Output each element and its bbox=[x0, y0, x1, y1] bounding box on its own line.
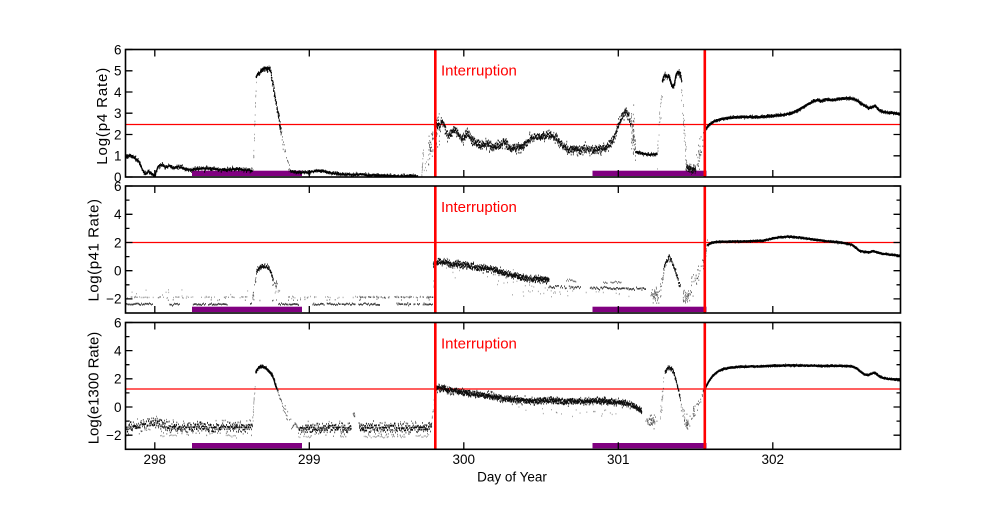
svg-text:0: 0 bbox=[114, 264, 122, 279]
svg-text:301: 301 bbox=[607, 452, 630, 467]
svg-text:Day of Year: Day of Year bbox=[477, 470, 547, 485]
svg-text:299: 299 bbox=[298, 452, 321, 467]
svg-text:6: 6 bbox=[114, 179, 122, 194]
svg-text:3: 3 bbox=[114, 106, 122, 121]
svg-text:300: 300 bbox=[453, 452, 476, 467]
svg-text:302: 302 bbox=[762, 452, 785, 467]
svg-text:2: 2 bbox=[114, 372, 122, 387]
svg-text:0: 0 bbox=[114, 400, 122, 415]
svg-text:4: 4 bbox=[114, 85, 122, 100]
svg-text:−2: −2 bbox=[106, 428, 121, 443]
svg-text:4: 4 bbox=[114, 207, 122, 222]
svg-text:298: 298 bbox=[144, 452, 167, 467]
svg-text:2: 2 bbox=[114, 127, 122, 142]
svg-text:Log(p41 Rate): Log(p41 Rate) bbox=[86, 198, 103, 301]
svg-text:6: 6 bbox=[114, 315, 122, 330]
svg-text:Interruption: Interruption bbox=[441, 199, 517, 216]
svg-text:2: 2 bbox=[114, 235, 122, 250]
svg-text:Log(e1300 Rate): Log(e1300 Rate) bbox=[86, 332, 103, 445]
svg-text:−2: −2 bbox=[106, 292, 121, 307]
svg-text:Interruption: Interruption bbox=[441, 62, 517, 79]
svg-text:1: 1 bbox=[114, 149, 122, 164]
svg-text:6: 6 bbox=[114, 42, 122, 57]
svg-text:0: 0 bbox=[114, 170, 122, 185]
svg-text:Interruption: Interruption bbox=[441, 335, 517, 352]
svg-text:4: 4 bbox=[114, 343, 122, 358]
svg-text:5: 5 bbox=[114, 64, 122, 79]
svg-text:Log(p4 Rate): Log(p4 Rate) bbox=[94, 67, 111, 165]
